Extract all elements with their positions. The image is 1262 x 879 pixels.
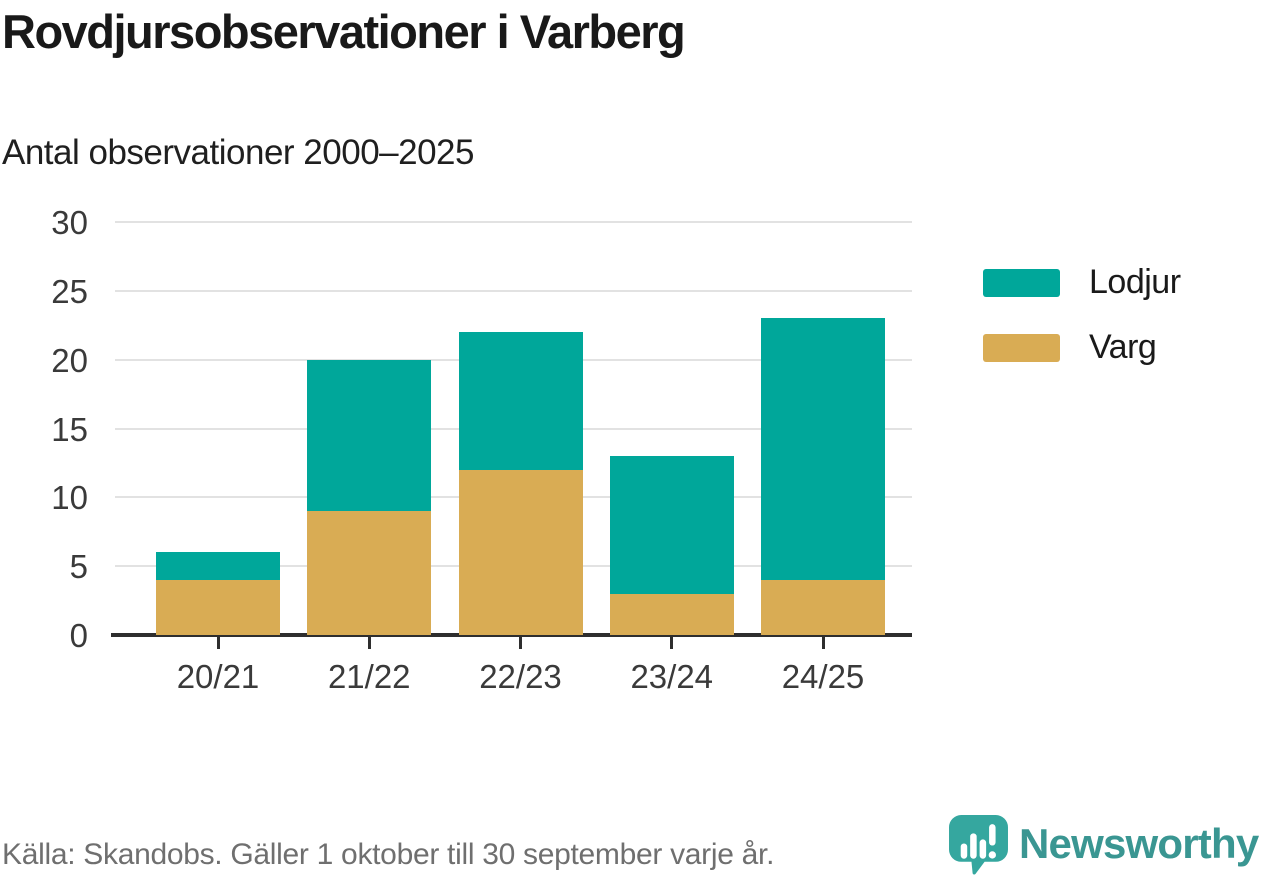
chart-subtitle: Antal observationer 2000–2025 <box>2 133 474 172</box>
y-axis-label-25: 25 <box>51 272 88 310</box>
y-axis-label-30: 30 <box>51 204 88 241</box>
x-axis-label-21-22: 21/22 <box>327 658 411 695</box>
x-axis-line <box>111 633 912 637</box>
x-axis-tick-22-23 <box>519 637 522 649</box>
x-axis-labels: 20/21 21/22 22/23 23/24 24/25 <box>115 657 912 703</box>
x-axis-tick-23-24 <box>670 637 674 649</box>
gridline-25 <box>115 289 912 292</box>
bar-segment-varg-21-22 <box>307 511 432 635</box>
legend-item-varg: Varg <box>983 328 1253 367</box>
x-axis-tick-24-25 <box>821 637 825 649</box>
x-axis-tick-20-21 <box>216 637 220 649</box>
newsworthy-logo-icon <box>949 814 1008 875</box>
bar-group-20-21 <box>156 552 280 635</box>
bar-segment-lodjur-22-23 <box>458 332 583 470</box>
legend-item-lodjur: Lodjur <box>983 263 1253 302</box>
x-axis-label-20-21: 20/21 <box>176 658 260 695</box>
bar-segment-varg-20-21 <box>156 579 280 635</box>
x-axis-label-24-25: 24/25 <box>781 658 865 695</box>
x-axis-label-22-23: 22/23 <box>479 658 562 695</box>
legend-swatch-varg <box>983 333 1060 362</box>
bar-group-21-22 <box>307 359 432 635</box>
bar-group-22-23 <box>458 332 583 635</box>
bar-group-23-24 <box>609 456 734 635</box>
y-axis-label-20: 20 <box>51 341 88 379</box>
bar-segment-varg-23-24 <box>609 593 734 635</box>
y-axis-label-10: 10 <box>51 479 88 517</box>
bar-segment-varg-22-23 <box>458 469 583 635</box>
legend-label-lodjur: Lodjur <box>1089 263 1181 301</box>
y-axis: 0 5 10 15 20 25 30 <box>0 206 88 652</box>
legend: Lodjur Varg <box>983 263 1253 393</box>
legend-label-varg: Varg <box>1089 328 1157 366</box>
bar-segment-lodjur-20-21 <box>156 552 280 580</box>
source-note: Källa: Skandobs. Gäller 1 oktober till 3… <box>2 838 775 871</box>
bar-group-24-25 <box>761 318 885 635</box>
newsworthy-brand: Newsworthy <box>948 813 1260 875</box>
newsworthy-wordmark: Newsworthy <box>1019 820 1259 867</box>
bar-segment-lodjur-23-24 <box>609 456 734 594</box>
bar-segment-varg-24-25 <box>761 579 885 635</box>
legend-swatch-lodjur <box>983 268 1060 297</box>
plot-area <box>111 221 912 649</box>
x-axis-tick-21-22 <box>367 637 371 649</box>
gridline-30 <box>115 221 912 223</box>
y-axis-label-15: 15 <box>51 410 88 448</box>
y-axis-label-5: 5 <box>69 548 88 586</box>
bar-segment-lodjur-21-22 <box>307 359 432 512</box>
bar-segment-lodjur-24-25 <box>761 318 885 580</box>
page-title: Rovdjursobservationer i Varberg <box>2 5 686 58</box>
x-axis-label-23-24: 23/24 <box>630 658 714 695</box>
y-axis-label-0: 0 <box>69 617 88 654</box>
